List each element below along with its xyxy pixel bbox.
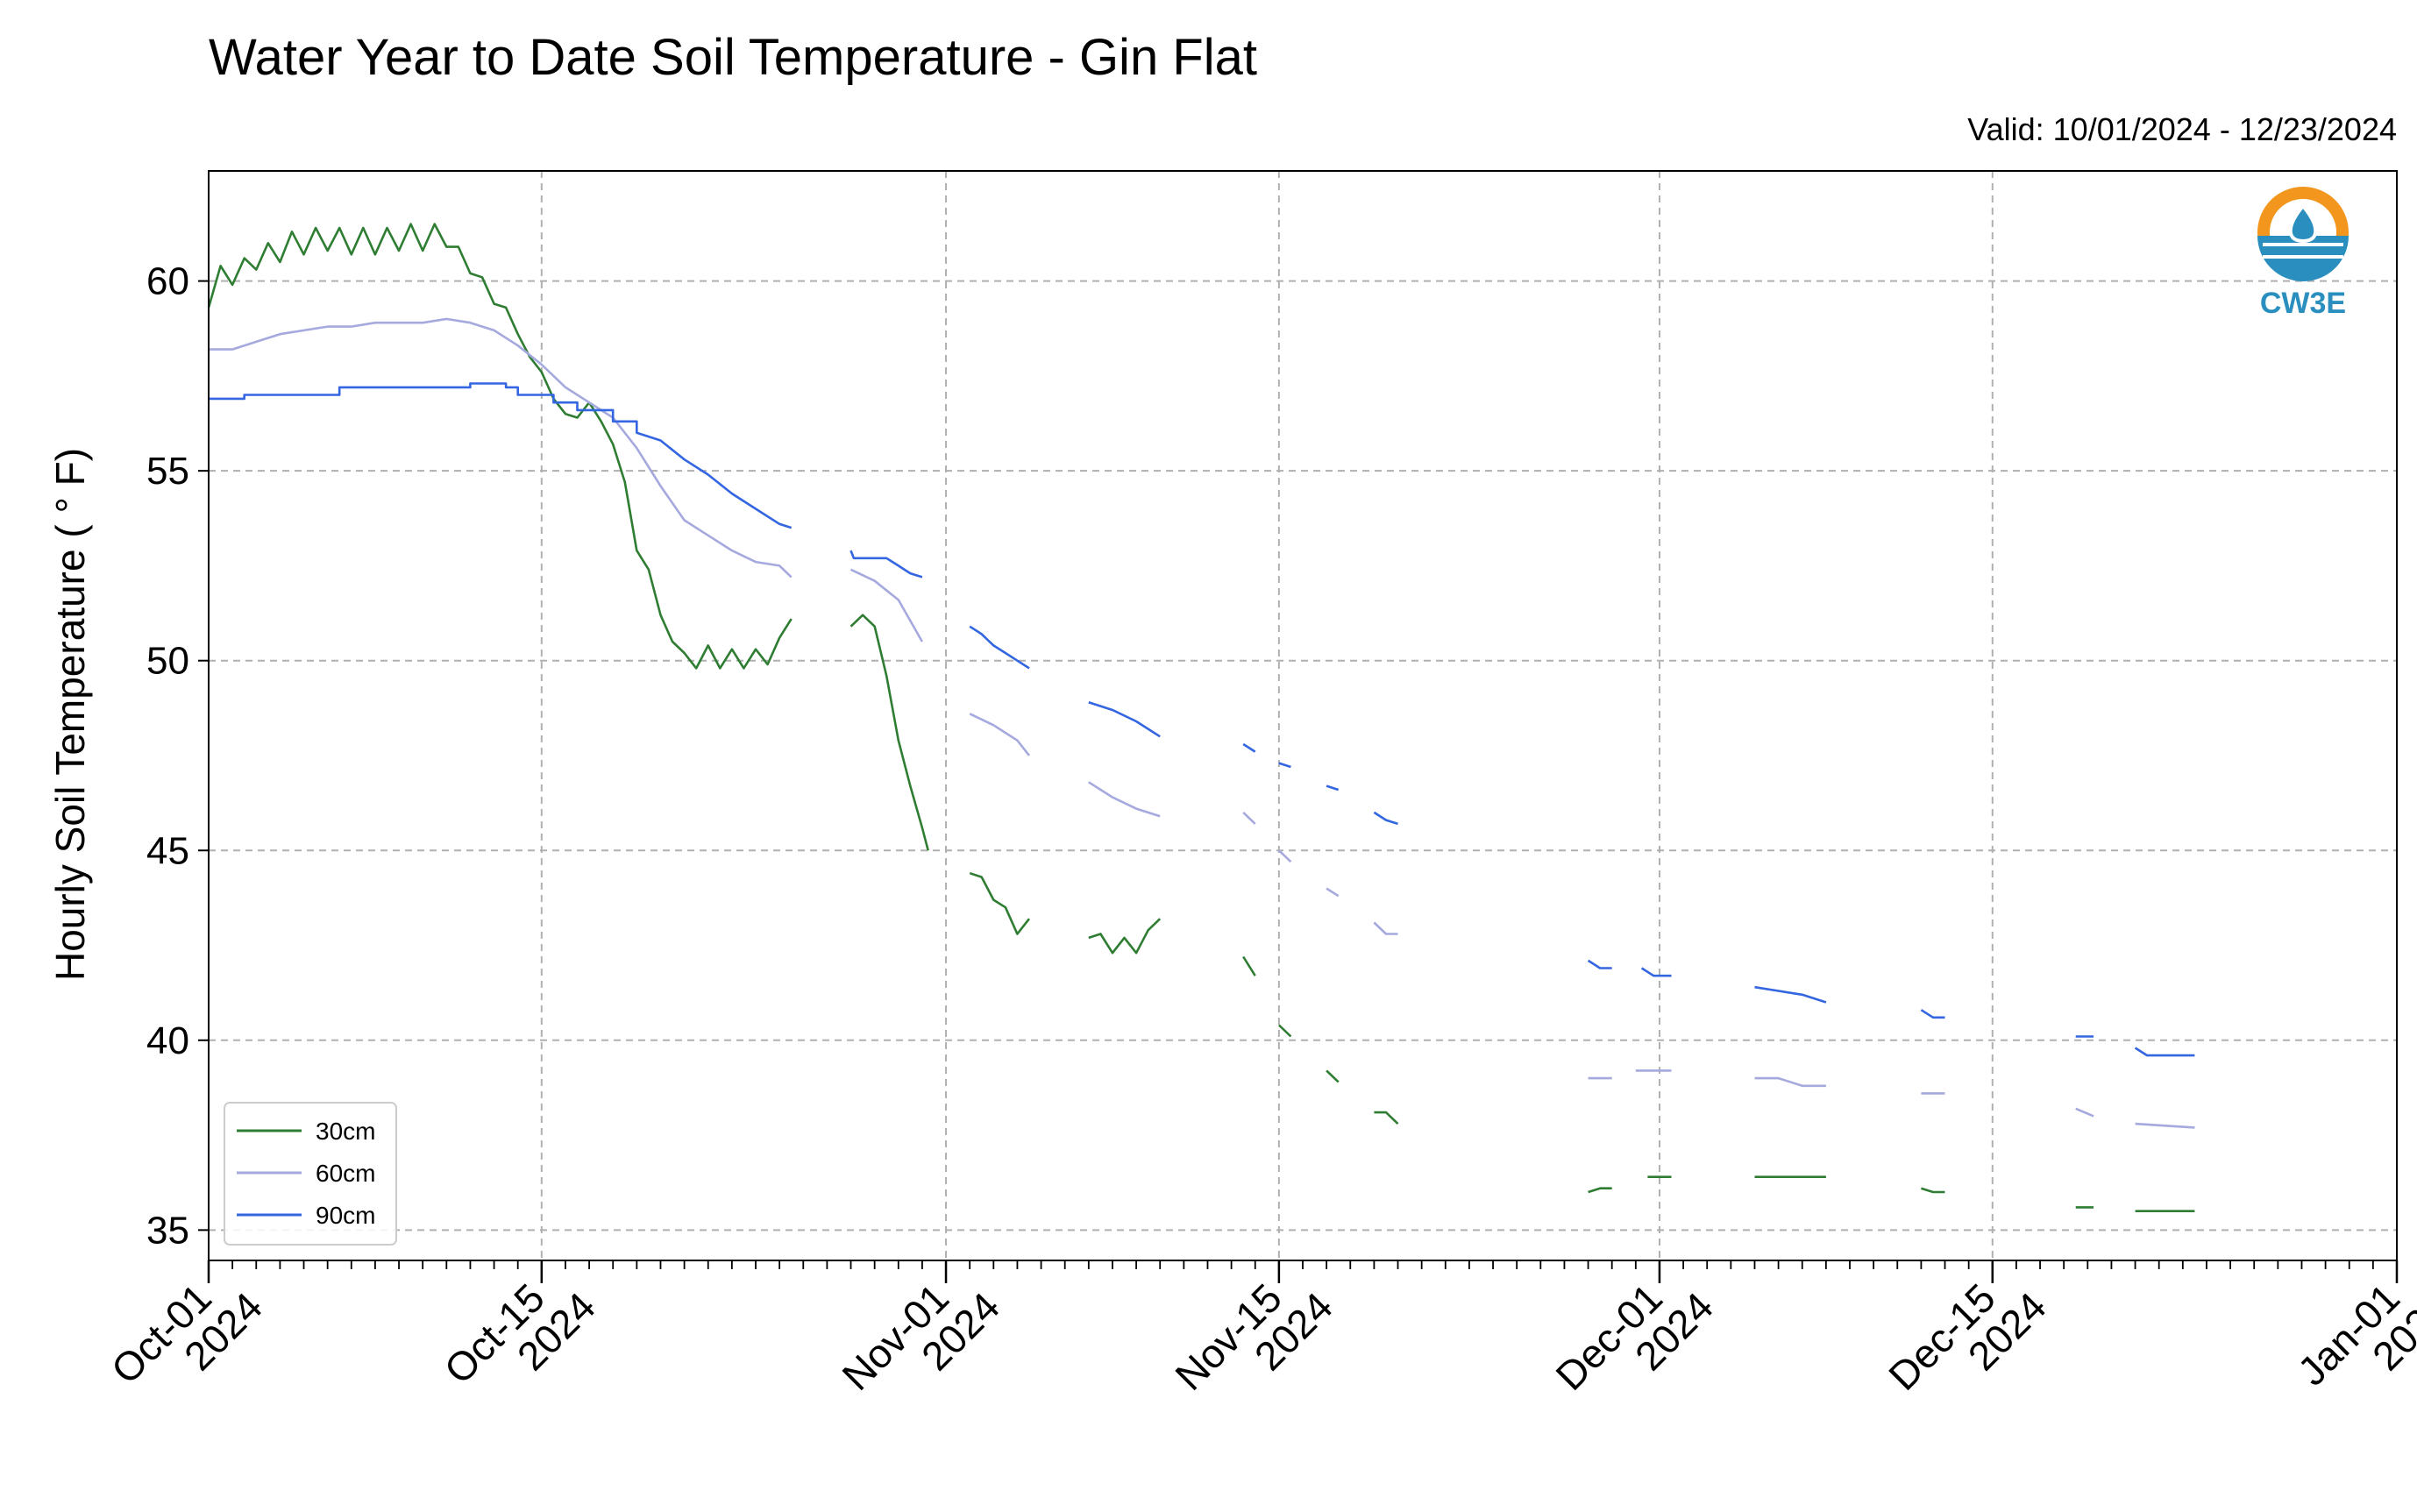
series-90cm-segment	[209, 382, 793, 529]
series-90cm-segment	[1326, 784, 1340, 791]
series-30cm-segment	[1588, 1187, 1612, 1194]
series-60cm-segment	[969, 713, 1031, 756]
series-30cm-segment	[1374, 1111, 1399, 1125]
series-90cm-segment	[1587, 959, 1612, 969]
series-30cm-segment	[850, 614, 929, 851]
water-drop-icon	[2288, 202, 2318, 244]
y-tick-label: 50	[146, 640, 189, 683]
legend-box	[224, 1102, 397, 1246]
series-90cm-segment	[850, 550, 923, 579]
series-60cm-segment	[850, 568, 924, 642]
series-90cm-segment	[2134, 1047, 2195, 1057]
series-90cm-segment	[1088, 701, 1161, 738]
y-axis-label: Hourly Soil Temperature ( ° F)	[47, 448, 93, 981]
y-tick-label: 40	[146, 1019, 189, 1062]
series-60cm-segment	[1278, 849, 1292, 863]
series-60cm-segment	[1326, 887, 1340, 898]
series-90cm-segment	[1640, 967, 1672, 977]
series-layer	[207, 223, 2195, 1212]
series-30cm-segment	[207, 223, 793, 670]
cw3e-logo: CW3E	[2257, 187, 2349, 320]
series-90cm-segment	[1278, 762, 1291, 769]
series-30cm-segment	[969, 871, 1031, 935]
series-90cm-segment	[1920, 1009, 1945, 1019]
series-90cm-segment	[969, 625, 1030, 670]
series-60cm-segment	[1088, 781, 1161, 818]
series-60cm-segment	[1242, 811, 1256, 825]
legend-label-60cm: 60cm	[316, 1160, 375, 1187]
series-30cm-segment	[1277, 1024, 1292, 1038]
series-60cm-segment	[1373, 921, 1398, 935]
logo-text: CW3E	[2260, 287, 2346, 320]
series-90cm-segment	[1754, 985, 1827, 1004]
series-60cm-segment	[2075, 1107, 2094, 1118]
y-tick-label: 35	[146, 1209, 189, 1252]
chart-subtitle: Valid: 10/01/2024 - 12/23/2024	[1967, 111, 2397, 147]
series-90cm	[209, 382, 2195, 1057]
series-30cm-segment	[1088, 918, 1162, 955]
series-60cm-segment	[1754, 1076, 1826, 1088]
y-tick-label: 60	[146, 260, 189, 303]
plot-frame	[208, 170, 2398, 1261]
chart-title: Water Year to Date Soil Temperature - Gi…	[209, 29, 1257, 86]
legend-label-90cm: 90cm	[316, 1202, 375, 1229]
y-tick-label: 45	[146, 829, 189, 872]
series-60cm-segment	[2135, 1122, 2195, 1129]
series-30cm-segment	[1921, 1187, 1945, 1194]
legend: 30cm 60cm 90cm	[224, 1102, 397, 1246]
grid-layer	[208, 171, 2398, 1260]
series-90cm-segment	[1242, 742, 1256, 753]
legend-label-30cm: 30cm	[316, 1118, 375, 1145]
series-30cm-segment	[1326, 1069, 1340, 1083]
series-90cm-segment	[1373, 811, 1398, 826]
series-60cm	[209, 317, 2195, 1129]
series-30cm	[207, 223, 2195, 1212]
series-30cm-segment	[1242, 955, 1256, 976]
y-tick-label: 55	[146, 450, 189, 493]
series-60cm-segment	[209, 317, 793, 579]
